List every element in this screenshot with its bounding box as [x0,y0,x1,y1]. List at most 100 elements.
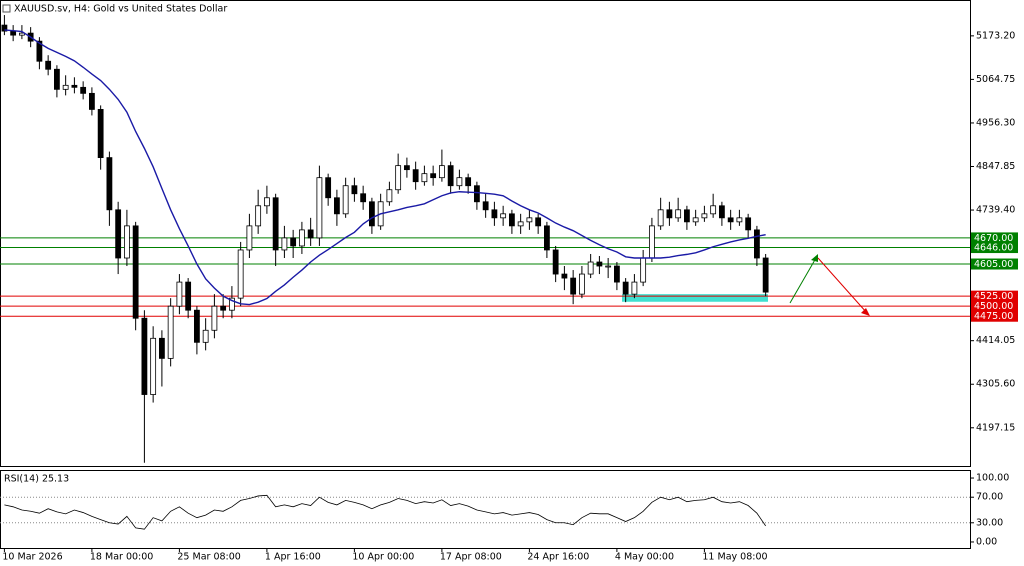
candle-body [386,189,393,203]
candle-body [605,265,612,268]
candle-body [736,217,743,223]
candle-body [106,157,113,211]
candle-body [263,197,270,207]
candle-body [745,217,752,231]
candle-body [727,217,734,223]
y-tick-label: 4739.40 [976,205,1015,216]
level-label-box [971,290,1018,302]
level-label: 4500.00 [974,301,1013,312]
candle-body [54,68,60,90]
candle-body [351,185,358,195]
candle-body [246,225,253,251]
y-tick-label: 100.00 [976,473,1009,484]
candle-body [657,209,664,227]
level-label-box [971,300,1018,312]
rsi-title: RSI(14) 25.13 [4,474,69,485]
candle-body [80,86,87,94]
x-tick-label: 10 Mar 2026 [2,552,62,563]
y-tick-label: 4414.05 [976,335,1015,346]
candle-body [570,277,577,295]
x-tick-label: 25 Mar 08:00 [177,552,240,563]
x-tick-label: 10 Apr 00:00 [352,552,414,563]
candle-body [526,217,533,223]
candle-body [115,209,122,259]
candle-body [701,213,708,219]
candle-body [124,225,130,259]
candle-body [97,109,104,159]
y-tick-label: 4847.85 [976,161,1015,172]
level-label: 4475.00 [974,311,1013,322]
y-tick-label: 4305.60 [976,379,1015,390]
level-label: 4646.00 [974,243,1013,254]
x-tick-label: 18 Mar 00:00 [90,552,153,563]
y-tick-label: 4956.30 [976,117,1015,128]
y-tick-label: 0.00 [976,536,997,547]
candle-body [45,60,52,70]
candle-body [89,92,95,110]
chart-title: XAUUSD.sv, H4: Gold vs United States Dol… [14,4,227,15]
level-label: 4605.00 [974,259,1013,270]
candle-body [500,213,507,219]
candle-body [220,305,227,311]
candle-body [360,193,367,203]
candle-body [298,229,305,247]
candle-body [430,173,437,179]
y-tick-label: 4197.15 [976,422,1015,433]
candle-body [710,205,717,215]
candle-body [535,217,542,227]
candle-body [281,237,288,251]
x-tick-label: 11 May 08:00 [702,552,767,563]
down-arrow [817,257,868,314]
up-arrow [789,257,817,304]
candle-body [552,249,559,275]
candle-body [561,273,568,279]
candle-body [438,165,445,179]
level-label: 4525.00 [974,291,1013,302]
candle-body [412,169,419,183]
candle-body [211,305,218,331]
candle-body [465,177,472,187]
x-tick-label: 24 Apr 16:00 [527,552,589,563]
candle-body [456,177,463,187]
x-tick-label: 1 Apr 16:00 [265,552,321,563]
candle-body [473,185,480,203]
candle-body [754,229,760,259]
y-tick-label: 70.00 [976,492,1003,503]
candle-body [176,281,183,307]
candle-body [587,261,594,275]
candle-body [290,237,297,247]
candle-body [141,317,148,395]
candle-body [255,205,262,227]
candle-body [185,281,192,311]
candle-body [596,261,603,267]
candle-body [622,281,629,295]
candle-body [403,165,410,171]
candle-body [675,209,682,219]
candle-body [649,225,655,259]
rsi-panel-frame [0,470,971,549]
candle-body [692,217,699,223]
candle-body [158,337,165,359]
candle-body [132,225,139,319]
candle-body [228,297,235,311]
up-arrow-head [811,254,818,262]
candle-body [36,40,43,62]
candle-body [193,309,200,343]
level-label: 4670.00 [974,233,1013,244]
support-zone [622,294,768,302]
candle-body [447,165,454,187]
candle-body [167,305,174,359]
main-panel-frame [0,0,971,467]
candle-body [640,257,647,283]
level-label-box [971,310,1018,322]
x-tick-label: 4 May 00:00 [615,552,674,563]
candle-body [762,257,769,293]
candle-body [368,201,375,227]
candle-body [482,201,489,211]
candle-body [316,177,323,239]
level-label-box [971,232,1018,244]
candle-body [614,265,620,283]
candle-body [517,221,524,227]
candle-body [62,84,69,90]
